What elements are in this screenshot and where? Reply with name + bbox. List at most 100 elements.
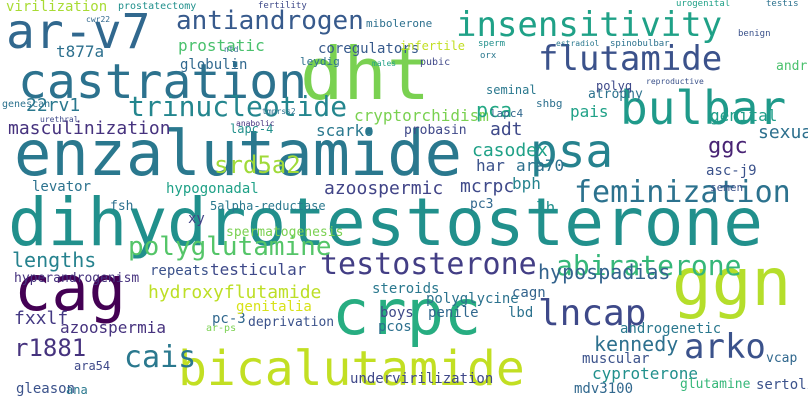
word: virilization: [6, 0, 108, 15]
word: androgenetic: [620, 321, 722, 337]
word: cag: [14, 252, 126, 325]
word: estradiol: [556, 39, 600, 48]
word: dht: [300, 32, 431, 116]
word: pc-3: [212, 311, 246, 327]
word: cyproterone: [592, 364, 698, 383]
word: castration: [18, 54, 307, 110]
word: ara54: [74, 359, 111, 373]
word: dihydrotestosterone: [8, 184, 763, 261]
word: spermatogenesis: [226, 225, 344, 240]
word: reproductive: [646, 77, 704, 86]
word: cagn: [512, 285, 546, 301]
word: t877a: [56, 42, 105, 61]
word: muscular: [582, 351, 650, 367]
word: bicalutamide: [178, 341, 525, 397]
word: ar-v7: [6, 4, 151, 60]
word: pc3: [470, 197, 494, 212]
word: srd5a2: [214, 151, 301, 179]
word: benign: [738, 29, 771, 39]
word: masculinization: [8, 118, 171, 139]
word: r1881: [14, 334, 87, 362]
word: genital: [710, 106, 778, 125]
word: steroids: [372, 281, 440, 297]
word: 22rv1: [26, 95, 81, 116]
word: insensitivity: [456, 5, 723, 45]
word: genitalia: [236, 299, 312, 315]
word: shbg: [536, 97, 563, 110]
word: antiandrogen: [176, 6, 364, 36]
word: hydroxyflutamide: [148, 282, 322, 303]
word: bulbar: [620, 81, 787, 135]
word: abiraterone: [556, 249, 742, 282]
word: vcap: [766, 351, 798, 366]
word: gleason: [16, 381, 76, 397]
word: levator: [32, 179, 92, 195]
word: semen: [710, 181, 744, 194]
word: 5alpha-reductase: [210, 199, 326, 213]
word: enzalutamide: [14, 117, 462, 190]
word: psa: [530, 124, 614, 178]
word: tmprss2: [262, 107, 296, 116]
word: pca: [476, 98, 513, 122]
word: sexual: [758, 122, 808, 143]
word: genescan: [2, 99, 51, 110]
word: sperm: [478, 39, 506, 49]
word: polyglycine: [426, 291, 519, 307]
word: flutamide: [538, 39, 723, 79]
word: pais: [570, 102, 609, 121]
word: casodex: [472, 140, 548, 161]
word: xy: [188, 211, 205, 227]
word: anabolic: [236, 119, 275, 128]
word: prostatectomy: [118, 1, 197, 12]
word: deprivation: [248, 315, 335, 330]
word: seminal: [486, 83, 537, 97]
word: lbd: [508, 305, 534, 321]
word: cryptorchidism: [354, 106, 489, 125]
word: males: [372, 59, 397, 68]
word: sertoli: [756, 377, 808, 393]
word: hypospadias: [538, 260, 671, 284]
word: spinobulbar: [610, 39, 670, 49]
word: prostatic: [178, 36, 265, 55]
word: lapc4: [490, 107, 524, 120]
word: kennedy: [594, 332, 679, 356]
word: asc-j9: [706, 163, 757, 179]
word: penile: [428, 305, 479, 321]
word: polyglutamine: [128, 232, 332, 262]
word: undervirilization: [350, 371, 494, 387]
word: cais: [124, 340, 197, 375]
word: trinucleotide: [128, 90, 348, 123]
word: urogenital: [676, 0, 731, 9]
word: fertility: [258, 1, 307, 11]
word: ana: [66, 383, 88, 397]
word: pubic: [420, 57, 451, 68]
word: scarko: [316, 121, 374, 140]
word: ggc: [708, 134, 748, 159]
word: lengths: [12, 248, 97, 272]
word: testicular: [210, 260, 307, 279]
word: globulin: [180, 57, 248, 73]
word: orx: [480, 51, 497, 61]
word: testis: [766, 0, 799, 9]
word: atrophy: [588, 87, 643, 102]
word: probasin: [404, 123, 467, 138]
word: ggn: [672, 244, 792, 321]
word: glutamine: [680, 377, 751, 392]
word: pcos: [378, 319, 412, 335]
word: har: [476, 156, 505, 175]
word: polyq: [596, 79, 633, 93]
word: fxxlf: [14, 308, 69, 329]
word: mcrpc: [460, 176, 515, 197]
word: lncap: [538, 293, 647, 334]
word: hypogonadal: [166, 181, 259, 197]
word: testosterone: [320, 247, 537, 282]
word: crpc: [332, 276, 482, 349]
word: bph: [512, 174, 541, 193]
word: arko: [684, 327, 766, 367]
word: lapc-4: [230, 122, 274, 136]
word: boys: [380, 305, 414, 321]
word: azoospermia: [60, 318, 166, 337]
word: leydig: [300, 55, 340, 68]
word: adt: [490, 119, 523, 140]
